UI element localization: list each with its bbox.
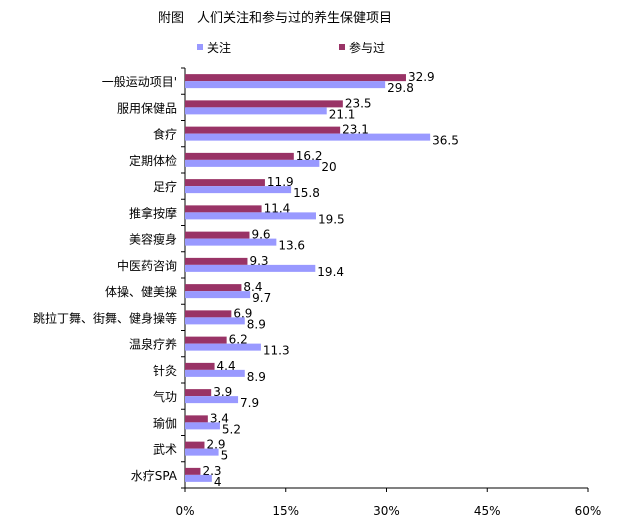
data-label-participated: 6.9 [233, 306, 252, 320]
bar-focus [185, 369, 245, 377]
bar-participated [185, 362, 215, 370]
category-label: 温泉疗养 [129, 337, 177, 352]
data-label-focus: 13.6 [278, 239, 305, 253]
bar-focus [185, 474, 212, 482]
category-label: 美容瘦身 [129, 232, 177, 247]
data-label-focus: 8.9 [247, 317, 266, 331]
category-label: 针灸 [153, 363, 177, 378]
data-label-participated: 2.3 [202, 464, 221, 478]
category-label: 武术 [153, 443, 177, 457]
bar-focus [185, 212, 316, 220]
bar-focus [185, 317, 245, 325]
bar-focus [185, 343, 261, 351]
data-label-participated: 3.4 [210, 411, 229, 425]
data-label-participated: 32.9 [408, 70, 435, 84]
category-label: 中医药咨询 [117, 258, 177, 273]
category-label: 体操、健美操 [105, 284, 177, 299]
bar-participated [185, 415, 208, 423]
bar-focus [185, 291, 251, 299]
data-label-focus: 8.9 [247, 370, 266, 384]
data-label-participated: 8.4 [243, 280, 262, 294]
data-label-participated: 16.2 [296, 149, 323, 163]
bar-participated [185, 257, 248, 265]
bar-participated [185, 467, 201, 475]
bar-participated [185, 74, 406, 82]
x-tick-label: 45% [474, 504, 501, 518]
chart-title: 附图 人们关注和参与过的养生保健项目 [158, 10, 392, 26]
data-label-focus: 19.5 [318, 212, 345, 226]
x-tick-label: 0% [175, 504, 194, 518]
data-label-participated: 11.9 [267, 175, 294, 189]
bar-participated [185, 205, 262, 213]
category-label: 跳拉丁舞、街舞、健身操等 [33, 310, 177, 325]
data-label-focus: 4 [214, 475, 222, 489]
bar-focus [185, 448, 219, 456]
data-label-focus: 36.5 [432, 134, 459, 148]
bar-participated [185, 179, 265, 187]
data-label-focus: 20 [321, 160, 336, 174]
bar-participated [185, 100, 343, 108]
data-label-participated: 3.9 [213, 385, 232, 399]
data-label-focus: 7.9 [240, 396, 259, 410]
data-label-focus: 11.3 [263, 344, 290, 358]
data-label-participated: 23.5 [345, 96, 372, 110]
data-label-focus: 21.1 [329, 107, 356, 121]
data-label-participated: 9.6 [251, 228, 270, 242]
bar-focus [185, 159, 320, 167]
legend-swatch-focus [197, 44, 203, 50]
plot-area: 0% 15% 30% 45% 60% 一般运动项目' 32.929.8 服用保健品 23.521… [33, 67, 602, 518]
bar-focus [185, 264, 316, 272]
legend: 关注 参与过 [197, 40, 385, 55]
data-label-focus: 19.4 [317, 265, 344, 279]
legend-swatch-participated [339, 44, 345, 50]
category-label: 足疗 [153, 180, 177, 194]
x-tick-label: 15% [272, 504, 299, 518]
x-tick-label: 30% [373, 504, 400, 518]
bar-focus [185, 422, 220, 430]
bar-participated [185, 310, 232, 318]
data-label-participated: 2.9 [206, 438, 225, 452]
bar-focus [185, 238, 277, 246]
bar-focus [185, 396, 239, 404]
category-label: 推拿按摩 [129, 205, 177, 220]
bar-participated [185, 231, 250, 239]
data-label-participated: 11.4 [264, 201, 291, 215]
data-label-focus: 5.2 [222, 422, 241, 436]
data-label-participated: 4.4 [217, 359, 236, 373]
category-label: 一般运动项目' [102, 74, 177, 89]
data-label-focus: 15.8 [293, 186, 320, 200]
bar-participated [185, 152, 294, 160]
data-label-focus: 9.7 [252, 291, 271, 305]
bar-focus [185, 107, 327, 115]
bar-focus [185, 133, 431, 141]
data-label-focus: 5 [221, 449, 229, 463]
bar-participated [185, 336, 227, 344]
data-label-participated: 6.2 [229, 333, 248, 347]
bar-participated [185, 441, 205, 449]
category-label: 气功 [153, 389, 177, 404]
data-label-participated: 9.3 [249, 254, 268, 268]
data-label-focus: 29.8 [387, 81, 414, 95]
data-label-participated: 23.1 [342, 123, 369, 137]
bar-participated [185, 389, 212, 397]
bar-participated [185, 126, 341, 134]
category-label: 瑜伽 [153, 415, 177, 430]
x-tick-label: 60% [575, 504, 602, 518]
legend-label-focus: 关注 [207, 40, 231, 55]
bar-focus [185, 186, 292, 194]
category-label: 定期体检 [129, 153, 177, 168]
legend-label-participated: 参与过 [349, 40, 385, 55]
bar-focus [185, 81, 386, 89]
category-label: 服用保健品 [117, 101, 177, 115]
category-label: 水疗SPA [131, 469, 178, 483]
bar-participated [185, 284, 242, 292]
category-label: 食疗 [153, 127, 177, 142]
